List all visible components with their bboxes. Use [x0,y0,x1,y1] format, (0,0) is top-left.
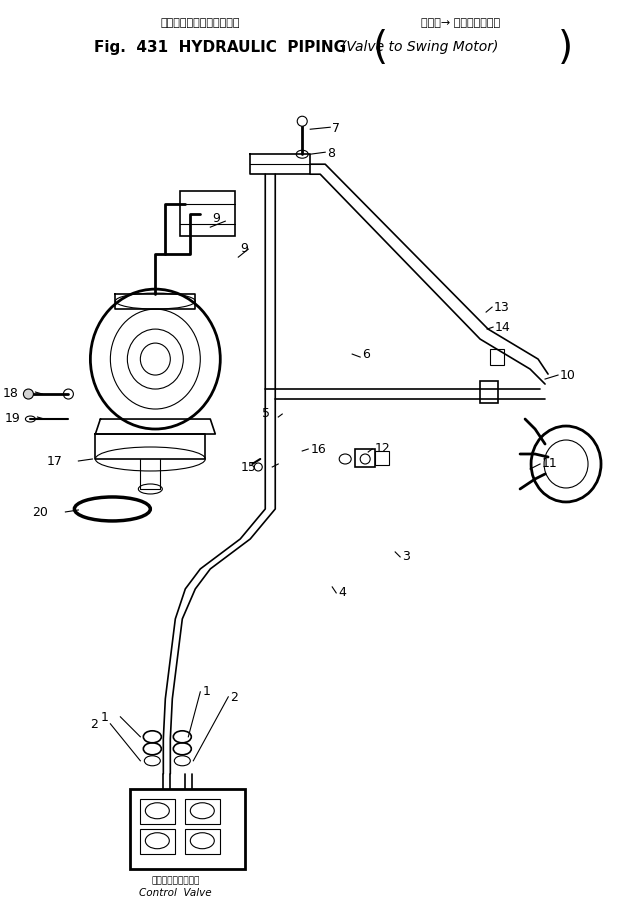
Ellipse shape [297,118,307,128]
Text: 15: 15 [240,461,256,474]
Text: 17: 17 [47,455,62,468]
Text: (: ( [373,29,387,67]
Text: 5: 5 [262,406,270,419]
Text: 4: 4 [338,586,346,599]
Text: (Valve to Swing Motor): (Valve to Swing Motor) [341,40,499,55]
Text: 20: 20 [33,506,49,519]
Text: ハイドロリックパイピング: ハイドロリックパイピング [160,18,240,28]
Text: 16: 16 [310,442,326,455]
Text: 9: 9 [212,211,220,224]
Text: 9: 9 [240,241,248,254]
Text: 19: 19 [4,411,20,424]
Text: 14: 14 [495,321,511,333]
Text: 3: 3 [402,550,410,563]
Text: 10: 10 [560,368,576,381]
Text: バルブ→ スイングモータ: バルブ→ スイングモータ [420,18,500,28]
Text: 18: 18 [3,386,18,399]
Text: 11: 11 [542,457,558,470]
Text: 2: 2 [230,691,238,703]
Text: 8: 8 [327,147,335,159]
Text: 13: 13 [494,301,510,313]
Ellipse shape [23,390,33,400]
Text: 2: 2 [90,718,98,731]
Text: Fig.  431  HYDRAULIC  PIPING: Fig. 431 HYDRAULIC PIPING [94,40,346,56]
Text: コントロールバルブ: コントロールバルブ [151,875,199,885]
Text: 6: 6 [362,347,370,360]
Text: 12: 12 [374,441,390,454]
Text: Control  Valve: Control Valve [139,886,211,896]
Text: 1: 1 [100,711,109,723]
Text: 7: 7 [332,121,340,135]
Text: 1: 1 [203,684,210,698]
Text: ): ) [557,29,572,67]
